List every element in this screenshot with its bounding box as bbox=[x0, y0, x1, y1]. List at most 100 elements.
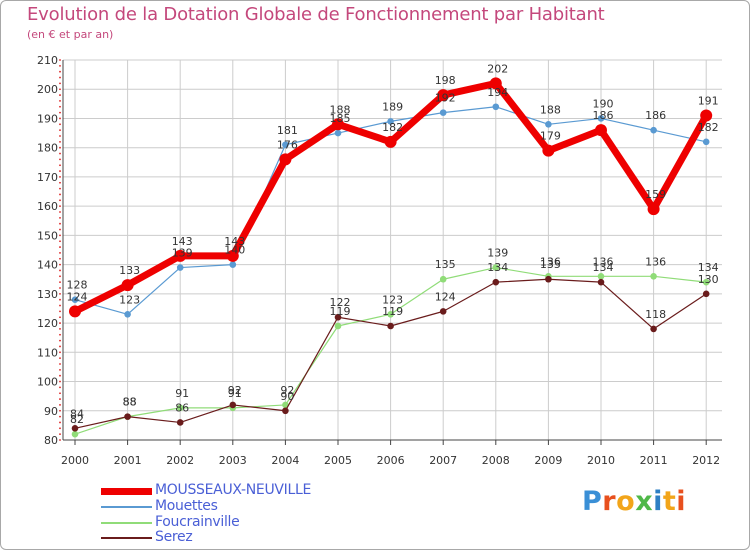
data-label-mouettes: 192 bbox=[435, 92, 456, 105]
data-point-mouettes bbox=[545, 121, 552, 128]
y-axis-minor-tick bbox=[59, 392, 61, 395]
y-axis-minor-tick bbox=[59, 310, 61, 313]
logo-letter: i bbox=[676, 486, 687, 517]
y-axis-minor-tick bbox=[59, 111, 61, 114]
data-label-serez: 84 bbox=[70, 407, 84, 420]
y-axis-minor-tick bbox=[59, 234, 61, 237]
data-point-foucrainville bbox=[71, 430, 79, 438]
chart-subtitle: (en € et par an) bbox=[27, 28, 114, 41]
y-axis-minor-tick bbox=[59, 257, 61, 260]
x-tick-label: 2010 bbox=[587, 454, 615, 467]
y-axis-minor-tick bbox=[59, 333, 61, 336]
data-label-serez: 119 bbox=[382, 305, 403, 318]
data-point-mousseaux-neuville bbox=[121, 279, 134, 292]
data-label-serez: 122 bbox=[330, 296, 351, 309]
data-point-mouettes bbox=[229, 261, 237, 268]
y-tick-label: 120 bbox=[37, 317, 58, 330]
data-point-mousseaux-neuville bbox=[595, 124, 607, 137]
logo-letter: o bbox=[616, 486, 636, 517]
data-point-foucrainville bbox=[282, 401, 289, 409]
data-label-mousseaux-neuville: 179 bbox=[540, 130, 561, 143]
data-label-serez: 134 bbox=[487, 261, 508, 274]
data-point-foucrainville bbox=[650, 273, 657, 280]
y-axis-minor-tick bbox=[59, 129, 61, 132]
y-tick-label: 100 bbox=[37, 376, 58, 389]
logo-letter: x bbox=[635, 486, 654, 517]
y-axis-minor-tick bbox=[59, 246, 61, 248]
data-point-serez bbox=[282, 407, 289, 415]
data-label-foucrainville: 136 bbox=[540, 255, 561, 268]
data-label-serez: 92 bbox=[228, 384, 242, 397]
data-label-mousseaux-neuville: 182 bbox=[382, 121, 403, 134]
y-axis-minor-tick bbox=[59, 140, 61, 143]
data-label-serez: 135 bbox=[540, 258, 561, 271]
data-label-mousseaux-neuville: 191 bbox=[698, 95, 719, 108]
y-axis-minor-tick bbox=[59, 351, 61, 354]
y-axis-minor-tick bbox=[59, 222, 61, 225]
data-label-foucrainville: 136 bbox=[593, 255, 614, 268]
data-point-serez bbox=[650, 325, 657, 333]
data-label-foucrainville: 92 bbox=[280, 384, 294, 397]
y-tick-label: 80 bbox=[44, 434, 58, 447]
data-label-foucrainville: 123 bbox=[382, 293, 403, 306]
data-label-mouettes: 190 bbox=[593, 97, 614, 110]
data-point-mousseaux-neuville bbox=[174, 249, 187, 262]
data-point-mouettes bbox=[597, 115, 605, 122]
data-label-mouettes: 186 bbox=[645, 109, 666, 122]
data-label-mousseaux-neuville: 143 bbox=[172, 235, 193, 248]
y-axis-minor-tick bbox=[59, 298, 61, 301]
y-tick-label: 200 bbox=[37, 83, 58, 96]
y-axis-minor-tick bbox=[59, 117, 61, 120]
y-tick-label: 130 bbox=[37, 288, 58, 301]
logo-letter: i bbox=[653, 486, 663, 517]
data-label-mouettes: 185 bbox=[330, 112, 351, 125]
data-label-mouettes: 188 bbox=[540, 103, 561, 116]
data-point-foucrainville bbox=[702, 278, 710, 286]
legend-label-mousseaux-neuville: MOUSSEAUX-NEUVILLE bbox=[155, 482, 312, 498]
y-tick-label: 160 bbox=[37, 200, 58, 213]
data-label-mousseaux-neuville: 202 bbox=[487, 62, 508, 75]
data-point-mouettes bbox=[702, 138, 710, 146]
x-tick-label: 2012 bbox=[692, 454, 720, 467]
x-tick-label: 2003 bbox=[219, 454, 247, 467]
data-point-mousseaux-neuville bbox=[332, 118, 344, 131]
y-axis-minor-tick bbox=[59, 170, 61, 172]
y-axis-minor-tick bbox=[59, 287, 61, 289]
data-label-serez: 88 bbox=[123, 396, 137, 409]
y-axis-minor-tick bbox=[59, 409, 61, 412]
y-axis-minor-tick bbox=[59, 176, 61, 178]
data-point-foucrainville bbox=[176, 404, 184, 412]
y-axis-minor-tick bbox=[59, 158, 61, 161]
y-axis-minor-tick bbox=[59, 275, 61, 278]
data-point-serez bbox=[387, 322, 394, 330]
y-axis-minor-tick bbox=[59, 193, 61, 196]
y-axis-minor-tick bbox=[59, 152, 61, 155]
y-tick-label: 90 bbox=[44, 405, 58, 418]
y-axis-minor-tick bbox=[59, 216, 61, 219]
y-axis-minor-tick bbox=[59, 269, 61, 272]
data-point-mouettes bbox=[492, 103, 500, 111]
data-point-serez bbox=[597, 278, 605, 286]
x-tick-label: 2009 bbox=[534, 454, 562, 467]
data-point-mousseaux-neuville bbox=[226, 249, 239, 262]
data-label-mouettes: 139 bbox=[172, 247, 193, 260]
y-axis-minor-tick bbox=[59, 433, 61, 436]
y-axis-minor-tick bbox=[59, 398, 61, 400]
data-point-serez bbox=[176, 419, 184, 426]
y-axis-minor-tick bbox=[59, 59, 61, 61]
y-axis-minor-tick bbox=[59, 64, 61, 67]
data-point-mouettes bbox=[176, 264, 184, 271]
y-axis-minor-tick bbox=[59, 187, 61, 190]
y-axis-minor-tick bbox=[59, 82, 61, 85]
data-point-serez bbox=[545, 275, 552, 283]
legend-label-foucrainville: Foucrainville bbox=[155, 514, 240, 530]
y-axis-minor-tick bbox=[59, 345, 61, 348]
legend-label-mouettes: Mouettes bbox=[155, 498, 218, 514]
y-axis-minor-tick bbox=[59, 263, 61, 266]
y-tick-label: 140 bbox=[37, 259, 58, 272]
y-axis-minor-tick bbox=[59, 386, 61, 389]
data-point-mouettes bbox=[334, 129, 342, 137]
data-label-mouettes: 128 bbox=[67, 279, 88, 292]
x-tick-label: 2007 bbox=[429, 454, 457, 467]
